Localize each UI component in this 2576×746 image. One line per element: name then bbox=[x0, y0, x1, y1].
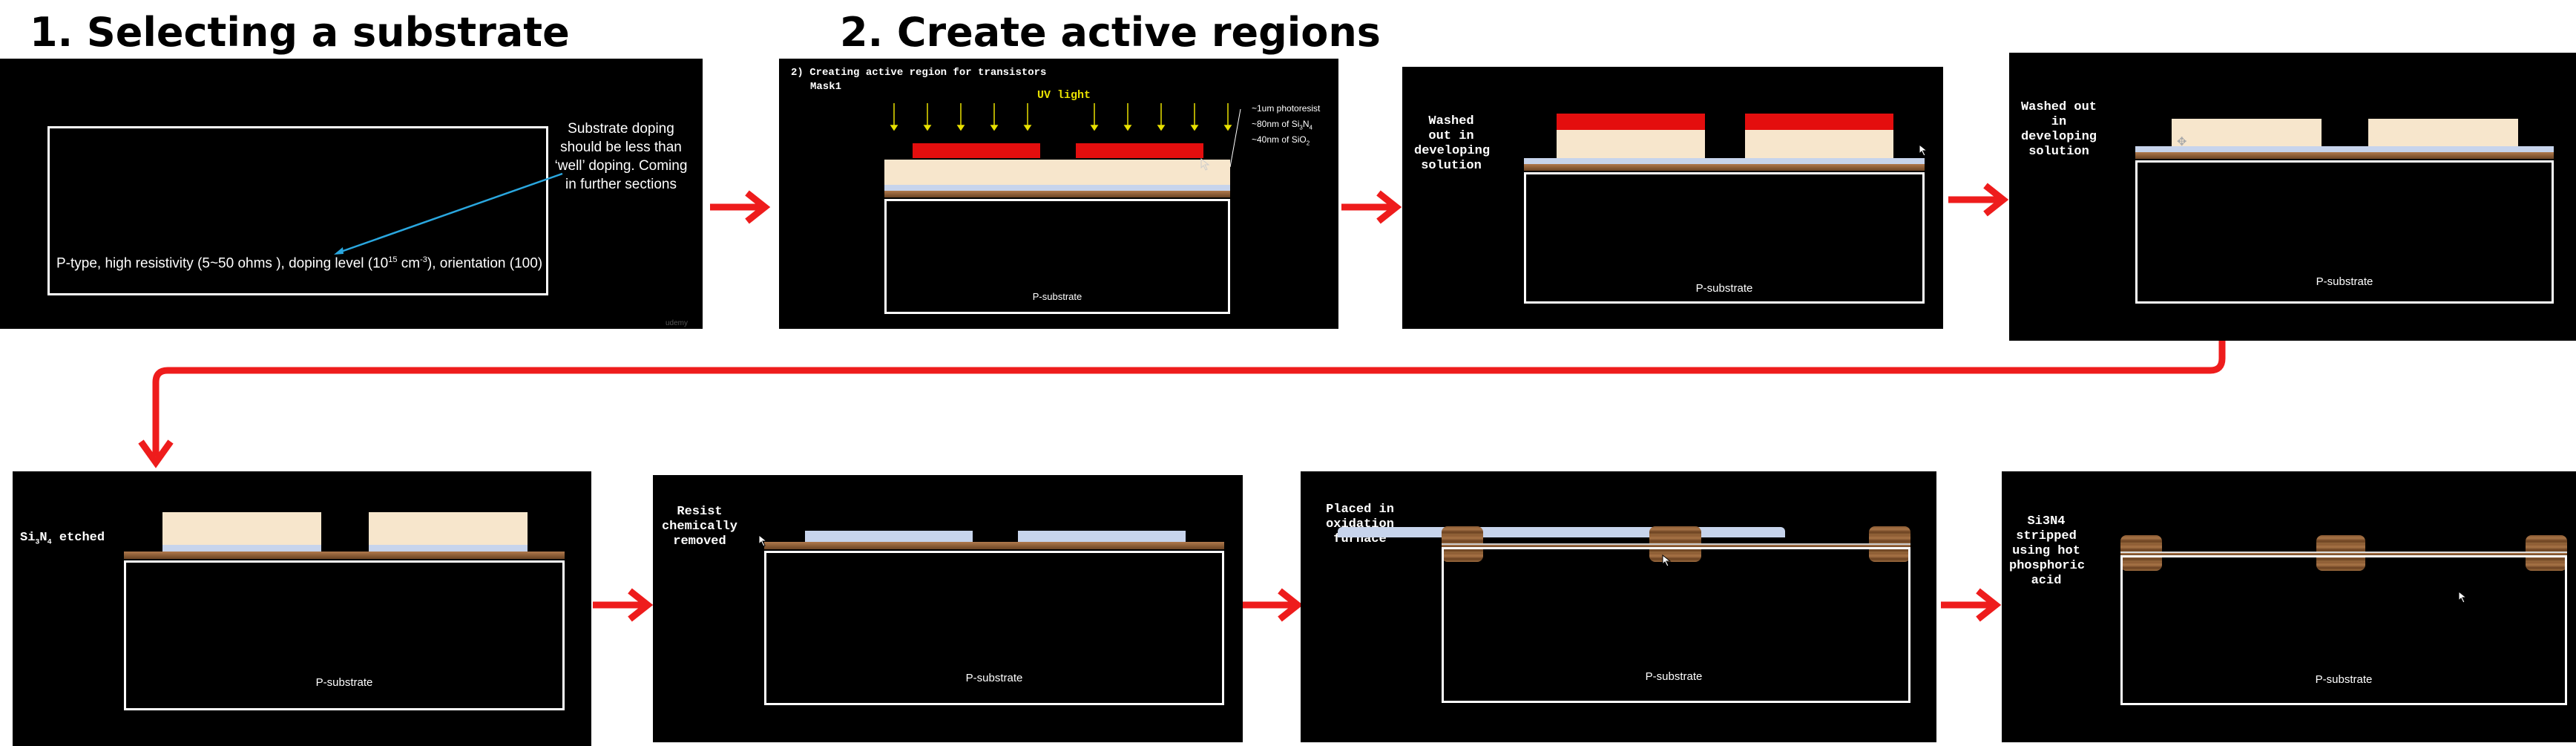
oxide-layer bbox=[2120, 553, 2567, 555]
substrate-box bbox=[124, 560, 565, 710]
mask-block-left bbox=[913, 143, 1040, 158]
panel-developed: Washed out in developing solution P-subs… bbox=[1402, 67, 1943, 329]
legend-nitride-sub: 3 bbox=[1299, 124, 1303, 131]
substrate-label: P-substrate bbox=[1645, 670, 1703, 683]
oxide-block-right bbox=[369, 545, 528, 552]
cursor-icon bbox=[2458, 591, 2468, 603]
nitride-block-left bbox=[805, 531, 973, 542]
oxide-layer bbox=[124, 552, 565, 559]
caption-sub-4: 4 bbox=[47, 538, 52, 547]
arrow-to-resist-removed bbox=[593, 588, 654, 622]
substrate-text: P-type, high resistivity (5~50 ohms ), d… bbox=[56, 255, 389, 272]
caption-etched: etched bbox=[51, 531, 105, 545]
substrate-box bbox=[2135, 160, 2554, 304]
panel-nitride-etched: Si3N4 etched P-substrate bbox=[13, 471, 591, 746]
panel-uv-exposure: 2) Creating active region for transistor… bbox=[779, 59, 1338, 329]
oxide-layer bbox=[1442, 545, 1910, 547]
substrate-label: P-substrate bbox=[2316, 275, 2373, 288]
legend-oxide: ~40nm of SiO2 bbox=[1252, 134, 1310, 146]
resist-block-right bbox=[1745, 114, 1893, 130]
mask-block-right bbox=[1076, 143, 1203, 158]
legend-nitride: ~80nm of Si3N4 bbox=[1252, 119, 1312, 131]
thin-oxide bbox=[2120, 552, 2567, 553]
legend-nitride-sub2: 4 bbox=[1309, 124, 1312, 131]
doping-exponent: 15 bbox=[388, 255, 398, 264]
heading-create-active-regions: 2. Create active regions bbox=[840, 9, 1381, 56]
doping-unit: cm bbox=[397, 255, 421, 272]
nitride-block-left bbox=[1557, 130, 1705, 158]
panel-oxidation: Placed in oxidation furnace P-substrate bbox=[1301, 471, 1936, 742]
legend-nitride-text: ~80nm of Si bbox=[1252, 119, 1300, 129]
doping-unit-exponent: -3 bbox=[420, 255, 427, 264]
substrate-doping-note: Substrate doping should be less than ‘we… bbox=[554, 121, 688, 192]
nitride-layer bbox=[2135, 146, 2554, 152]
resist-block-left bbox=[1557, 114, 1705, 130]
arrow-to-developing bbox=[1341, 190, 1402, 224]
panel-nitride-stripped: Si3N4 stripped using hot phosphoric acid… bbox=[2002, 471, 2576, 742]
caption-n: N bbox=[39, 531, 47, 545]
panel-resist-removed: Resist chemically removed P-substrate bbox=[653, 475, 1243, 742]
arrow-wrap-to-row2 bbox=[138, 341, 2226, 468]
oxide-block-left bbox=[162, 545, 321, 552]
cursor-icon bbox=[1662, 554, 1672, 567]
panel-washed-out: Washed out in developing solution P-subs… bbox=[2009, 53, 2576, 341]
panel-caption: Washed out in developing solution bbox=[1414, 114, 1491, 173]
nitride-block-right bbox=[1018, 531, 1186, 542]
oxide-layer bbox=[764, 542, 1224, 549]
nitride-block-right bbox=[1745, 130, 1893, 158]
substrate-label: P-substrate bbox=[965, 672, 1023, 684]
panel-caption: Si3N4 stripped using hot phosphoric acid bbox=[2009, 514, 2086, 588]
heading-selecting-substrate: 1. Selecting a substrate bbox=[30, 9, 570, 56]
move-cursor-icon: ✥ bbox=[2177, 136, 2187, 148]
cursor-icon bbox=[1200, 158, 1210, 171]
substrate-label: P-substrate bbox=[2315, 673, 2373, 686]
orientation-text: ), orientation (100) bbox=[427, 255, 543, 272]
uv-light-label: UV light bbox=[1037, 89, 1091, 102]
legend-photoresist: ~1um photoresist bbox=[1252, 103, 1321, 114]
arrow-to-oxidation bbox=[1243, 588, 1304, 622]
substrate-box bbox=[1442, 547, 1910, 703]
panel-caption: Washed out in developing solution bbox=[2020, 100, 2097, 159]
oxide-layer bbox=[1524, 164, 1925, 171]
legend-oxide-sub: 2 bbox=[1306, 140, 1310, 147]
substrate-box bbox=[764, 551, 1224, 705]
panel-caption: Resist chemically removed bbox=[661, 505, 738, 549]
caption-si: Si bbox=[20, 531, 36, 545]
panel-substrate: P-type, high resistivity (5~50 ohms ), d… bbox=[0, 59, 703, 329]
cursor-icon bbox=[758, 534, 768, 547]
substrate-description: P-type, high resistivity (5~50 ohms ), d… bbox=[56, 255, 542, 272]
substrate-box bbox=[47, 126, 548, 295]
nitride-block-right bbox=[369, 512, 528, 545]
mask-label: Mask1 bbox=[810, 81, 842, 93]
substrate-label: P-substrate bbox=[1695, 282, 1753, 295]
oxide-layer bbox=[884, 191, 1230, 197]
arrow-to-active-region bbox=[710, 190, 771, 224]
substrate-label: P-substrate bbox=[1032, 291, 1082, 302]
panel-caption: Placed in oxidation furnace bbox=[1326, 503, 1394, 546]
nitride-block-left bbox=[2172, 119, 2322, 146]
nitride-block-left bbox=[162, 512, 321, 545]
oxide-layer bbox=[2135, 152, 2554, 159]
panel-caption: Si3N4 etched bbox=[20, 531, 105, 550]
substrate-label: P-substrate bbox=[315, 676, 373, 689]
substrate-box bbox=[1524, 172, 1925, 304]
nitride-block-right bbox=[2368, 119, 2518, 146]
arrow-to-washed bbox=[1948, 183, 2009, 217]
nitride-layer bbox=[884, 185, 1230, 191]
cursor-icon bbox=[1919, 144, 1928, 157]
caption-sub-3: 3 bbox=[35, 538, 40, 547]
legend-nitride-n: N bbox=[1302, 119, 1310, 129]
pointer-line bbox=[334, 172, 563, 255]
uv-rays bbox=[890, 103, 1241, 168]
watermark: udemy bbox=[666, 319, 689, 327]
photoresist-layer bbox=[884, 160, 1230, 185]
nitride-layer bbox=[1524, 158, 1925, 164]
active-region-title: 2) Creating active region for transistor… bbox=[791, 67, 1047, 79]
substrate-box bbox=[2120, 555, 2567, 705]
arrow-to-stripped bbox=[1941, 588, 2002, 622]
thin-oxide bbox=[1442, 543, 1910, 545]
substrate-box bbox=[884, 199, 1230, 314]
legend-oxide-text: ~40nm of SiO bbox=[1252, 134, 1307, 145]
